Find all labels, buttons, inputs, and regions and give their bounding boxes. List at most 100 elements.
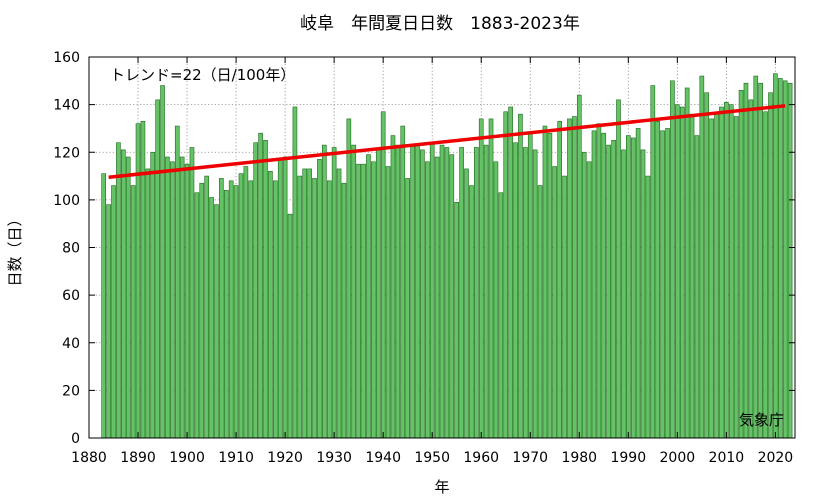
bar-1949: [424, 161, 430, 439]
bar-1977: [562, 175, 567, 439]
bar-1887: [121, 149, 126, 439]
bar-2016: [753, 75, 759, 439]
x-tick-label: 1970: [512, 450, 548, 466]
x-tick-label: 1960: [463, 450, 499, 466]
bar-1884: [106, 204, 111, 439]
bar-1948: [420, 149, 425, 439]
bar-2003: [689, 113, 695, 439]
bar-1961: [483, 144, 489, 439]
bar-1946: [410, 144, 415, 439]
bar-1892: [145, 168, 151, 439]
bar-1976: [557, 120, 562, 439]
bar-1926: [312, 178, 317, 439]
bar-1921: [287, 213, 293, 439]
bar-1990: [625, 135, 631, 439]
y-tick-label: 140: [53, 98, 80, 114]
bar-1904: [204, 175, 209, 439]
bar-1993: [640, 149, 646, 439]
bar-1891: [140, 120, 146, 439]
bar-1912: [243, 166, 249, 439]
bar-1908: [223, 190, 229, 439]
bar-1980: [576, 94, 582, 439]
bar-1983: [591, 130, 597, 439]
bar-1971: [532, 149, 538, 439]
x-tick-label: 2020: [758, 450, 794, 466]
x-tick-label: 1920: [267, 450, 303, 466]
bar-1968: [518, 113, 523, 439]
bar-2000: [675, 104, 680, 439]
bar-1935: [356, 163, 361, 439]
bar-1928: [322, 144, 327, 439]
bar-1957: [464, 168, 469, 439]
bar-1994: [645, 175, 651, 439]
bar-1898: [174, 125, 180, 439]
bar-1952: [439, 144, 445, 439]
bar-1896: [165, 156, 170, 439]
bar-1929: [326, 180, 332, 439]
x-tick-label: 1880: [71, 450, 107, 466]
bar-2008: [714, 113, 719, 439]
bar-2012: [733, 116, 739, 439]
bar-1967: [513, 142, 518, 439]
bar-1955: [454, 201, 460, 439]
bar-1986: [606, 144, 611, 439]
bar-1910: [233, 185, 239, 439]
bar-1933: [346, 118, 352, 439]
x-tick-label: 1890: [120, 450, 156, 466]
bar-2005: [699, 75, 705, 439]
trend-line: [108, 104, 786, 179]
bar-1962: [488, 118, 494, 439]
bar-2007: [709, 118, 714, 439]
bar-1934: [351, 144, 357, 439]
bar-1992: [635, 128, 641, 439]
bar-1939: [375, 149, 381, 439]
x-tick-label: 1980: [561, 450, 597, 466]
bar-1938: [371, 161, 376, 439]
bar-1931: [336, 168, 342, 439]
bar-1945: [405, 178, 410, 439]
bar-1903: [199, 182, 205, 439]
bar-1964: [498, 192, 504, 439]
bar-1940: [380, 111, 386, 439]
bar-2002: [684, 87, 690, 439]
bar-1914: [253, 142, 258, 439]
y-tick-label: 0: [71, 431, 80, 447]
bar-1919: [277, 159, 283, 439]
bar-1991: [630, 137, 636, 439]
y-tick-label: 120: [53, 145, 80, 161]
bar-1985: [601, 132, 607, 439]
y-tick-label: 60: [62, 288, 80, 304]
x-tick-label: 1950: [414, 450, 450, 466]
y-axis-label: 日数（日）: [6, 211, 24, 286]
bar-2014: [743, 82, 749, 439]
bar-1942: [390, 135, 396, 439]
bar-1958: [469, 185, 474, 439]
bar-1959: [474, 147, 479, 439]
bar-1909: [228, 180, 234, 439]
bar-1888: [125, 156, 131, 439]
bar-1915: [258, 132, 263, 439]
bar-1943: [395, 144, 401, 439]
y-tick-label: 160: [53, 50, 80, 66]
bar-1996: [655, 120, 661, 439]
bar-1911: [238, 173, 244, 439]
bar-1966: [508, 106, 513, 439]
bar-1956: [459, 147, 464, 439]
y-tick-label: 20: [62, 383, 80, 399]
bar-2010: [724, 101, 729, 439]
bar-2011: [728, 104, 734, 439]
bar-1982: [586, 161, 592, 439]
x-tick-label: 1940: [365, 450, 401, 466]
bar-1936: [361, 163, 366, 439]
bar-2019: [768, 92, 773, 439]
bar-2021: [777, 78, 783, 439]
bar-1899: [179, 156, 185, 439]
bar-1883: [101, 173, 107, 439]
bar-1901: [189, 147, 195, 439]
bar-1894: [155, 99, 160, 439]
bar-1960: [478, 118, 484, 439]
bar-1987: [611, 140, 616, 439]
bar-1925: [307, 168, 312, 439]
x-axis-label: 年: [434, 478, 449, 496]
